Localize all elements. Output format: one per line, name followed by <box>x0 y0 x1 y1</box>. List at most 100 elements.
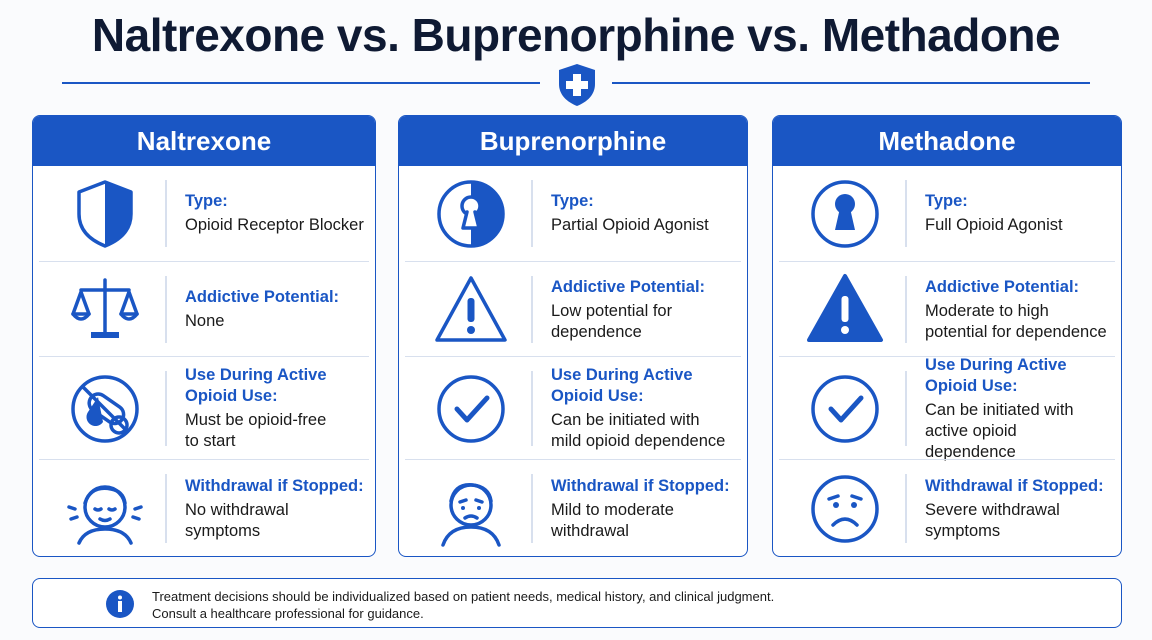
icon-graphic <box>77 179 133 248</box>
row-label: Type: <box>925 192 968 210</box>
card-title: Buprenorphine <box>399 116 747 166</box>
icon-graphic <box>437 374 505 443</box>
row-value: No withdrawal <box>185 500 289 519</box>
icon-graphic <box>811 179 879 248</box>
footer-text: Treatment decisions should be individual… <box>152 588 774 622</box>
row: Use During Active Opioid Use: Can be initi… <box>405 356 741 460</box>
row: Use During Active Opioid Use: Can be initi… <box>779 355 1115 461</box>
row: Withdrawal if Stopped: No withdrawal sympt… <box>39 459 369 556</box>
footer-line: Consult a healthcare professional for gu… <box>152 606 424 621</box>
icon <box>795 166 895 261</box>
row: Addictive Potential: Moderate to high pote… <box>779 261 1115 357</box>
row-value: Must be opioid-free <box>185 411 327 429</box>
row-value: potential for dependence <box>925 322 1107 341</box>
icon <box>795 460 895 556</box>
shield-icon <box>559 64 595 106</box>
row-value: mild opioid dependence <box>551 432 726 450</box>
row-value: None <box>185 312 225 330</box>
row-text: Withdrawal if Stopped: Mild to moderate wi… <box>551 460 737 556</box>
row-value: Severe withdrawal <box>925 500 1060 519</box>
row-label: Use During Active <box>925 355 1067 374</box>
row-value: Low potential for <box>551 301 673 320</box>
row-label: Withdrawal if Stopped: <box>185 476 364 495</box>
icon <box>795 357 895 460</box>
row-label: Use During Active <box>551 366 693 384</box>
divider <box>905 276 907 343</box>
icon-graphic <box>71 277 139 338</box>
row-label: Addictive Potential: <box>551 277 706 296</box>
card: Methadone Type: Full Opioid Agonist Addicti… <box>772 115 1122 557</box>
icon <box>55 262 155 357</box>
divider <box>531 276 533 343</box>
row: Withdrawal if Stopped: Mild to moderate wi… <box>405 459 741 556</box>
row-text: Use During Active Opioid Use: Can be initi… <box>925 355 1111 461</box>
icon-graphic <box>807 273 883 342</box>
icon-graphic <box>437 179 505 248</box>
card: Buprenorphine Type: Partial Opioid Agonist… <box>398 115 748 557</box>
rule <box>612 82 1090 84</box>
row-value: withdrawal <box>551 521 629 540</box>
row-text: Use During Active Opioid Use: Must be opio… <box>185 357 365 460</box>
card-title: Naltrexone <box>33 116 375 166</box>
card: Naltrexone Type: Opioid Receptor Blocker Ad… <box>32 115 376 557</box>
divider <box>165 180 167 247</box>
divider <box>165 474 167 543</box>
row-value: Full Opioid Agonist <box>925 216 1063 234</box>
divider <box>905 474 907 543</box>
info-icon <box>106 590 134 618</box>
icon <box>421 166 521 261</box>
divider <box>531 371 533 446</box>
icon <box>421 262 521 357</box>
row-text: Addictive Potential: Moderate to high pote… <box>925 262 1111 357</box>
row: Addictive Potential: None <box>39 261 369 357</box>
divider <box>531 474 533 543</box>
row-value: dependence <box>551 322 642 341</box>
card-title: Methadone <box>773 116 1121 166</box>
footer-line: Treatment decisions should be individual… <box>152 589 775 604</box>
row-value: Can be initiated with <box>551 411 700 429</box>
row-value: Mild to moderate <box>551 500 674 519</box>
row: Addictive Potential: Low potential for dep… <box>405 261 741 357</box>
divider <box>905 180 907 247</box>
icon <box>55 357 155 460</box>
row-label: Use During Active <box>185 366 327 384</box>
row-label: Type: <box>185 192 228 210</box>
icon <box>55 460 155 556</box>
row-label: Withdrawal if Stopped: <box>551 476 730 495</box>
icon-graphic <box>441 482 501 547</box>
row: Withdrawal if Stopped: Severe withdrawal s… <box>779 459 1115 556</box>
rule <box>62 82 540 84</box>
row-value: symptoms <box>185 521 261 540</box>
row: Use During Active Opioid Use: Must be opio… <box>39 356 369 460</box>
divider <box>165 371 167 446</box>
row-value: Opioid Receptor Blocker <box>185 216 364 234</box>
row-text: Type: Full Opioid Agonist <box>925 166 1111 261</box>
row-label: Opioid Use: <box>185 387 278 405</box>
row-label: Addictive Potential: <box>925 277 1080 296</box>
footer: Treatment decisions should be individual… <box>32 578 1122 628</box>
row-value: Can be initiated with <box>925 400 1074 419</box>
row-text: Use During Active Opioid Use: Can be initi… <box>551 357 737 460</box>
row-value: symptoms <box>925 521 1001 540</box>
row-label: Opioid Use: <box>551 387 644 405</box>
icon-graphic <box>811 374 879 443</box>
icon-graphic <box>71 374 139 443</box>
icon <box>55 166 155 261</box>
icon-graphic <box>435 275 507 342</box>
divider <box>905 371 907 446</box>
icon-graphic <box>811 474 879 543</box>
icon <box>795 262 895 357</box>
title: Naltrexone vs. Buprenorphine vs. Methado… <box>91 9 1061 61</box>
icon <box>421 460 521 556</box>
divider <box>165 276 167 343</box>
row-label: Withdrawal if Stopped: <box>925 476 1104 495</box>
row-text: Withdrawal if Stopped: No withdrawal sympt… <box>185 460 365 556</box>
row: Type: Full Opioid Agonist <box>779 166 1115 261</box>
icon <box>421 357 521 460</box>
row-text: Addictive Potential: None <box>185 262 365 357</box>
row-label: Type: <box>551 192 594 210</box>
row-label: Addictive Potential: <box>185 288 340 306</box>
row-value: Moderate to high <box>925 301 1049 320</box>
row-text: Type: Partial Opioid Agonist <box>551 166 737 261</box>
